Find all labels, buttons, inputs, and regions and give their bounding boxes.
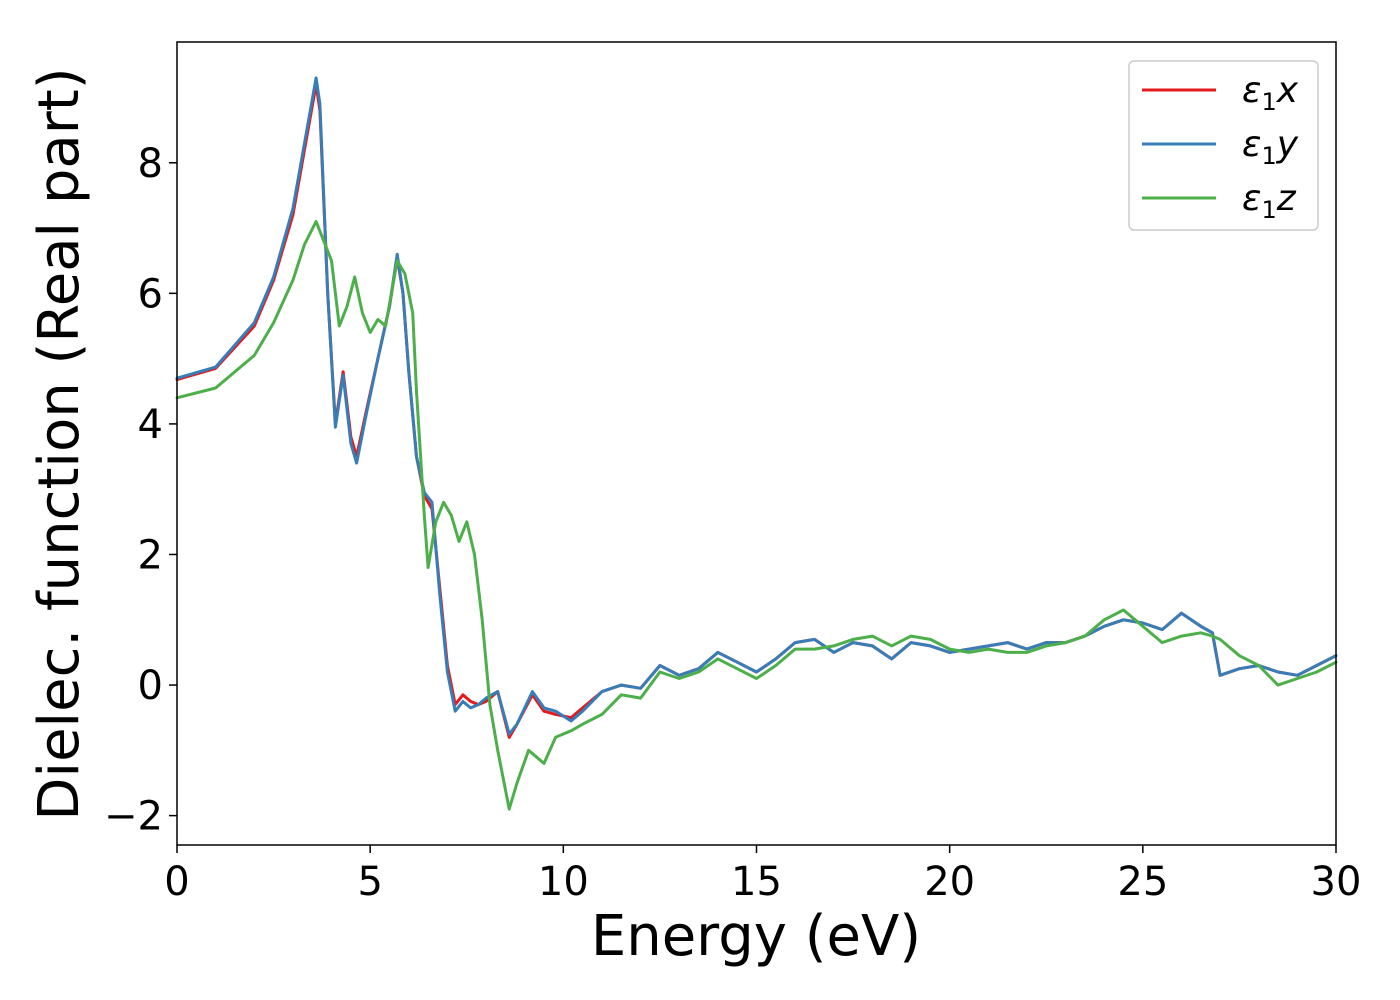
y-tick-label: 4 — [138, 402, 163, 448]
y-tick-label: 8 — [138, 141, 163, 187]
x-tick-label: 10 — [538, 859, 589, 905]
x-tick-label: 30 — [1311, 859, 1362, 905]
x-tick-label: 25 — [1117, 859, 1168, 905]
x-tick-label: 5 — [357, 859, 382, 905]
legend-label: ε1y — [1242, 124, 1299, 170]
y-tick-label: 0 — [138, 663, 163, 709]
x-tick-label: 15 — [731, 859, 782, 905]
y-tick-label: −2 — [104, 794, 163, 840]
series-line-2 — [175, 76, 1338, 736]
series-layer — [175, 76, 1338, 811]
x-tick-label: 0 — [164, 859, 189, 905]
legend-label: ε1x — [1242, 70, 1299, 116]
y-tick-label: 2 — [138, 532, 163, 578]
y-axis-label: Dielec. function (Real part) — [27, 67, 92, 820]
legend: ε1x ε1y ε1z — [1128, 60, 1319, 231]
legend-box — [1128, 60, 1319, 231]
y-axis-ticks: −2 0 2 4 6 8 — [104, 141, 177, 840]
x-tick-label: 20 — [924, 859, 975, 905]
series-line-3 — [175, 220, 1338, 811]
x-axis-ticks: 0 5 10 15 20 25 30 — [164, 845, 1361, 905]
legend-label: ε1z — [1242, 178, 1297, 224]
x-axis-label: Energy (eV) — [591, 904, 921, 969]
y-tick-label: 6 — [138, 271, 163, 317]
